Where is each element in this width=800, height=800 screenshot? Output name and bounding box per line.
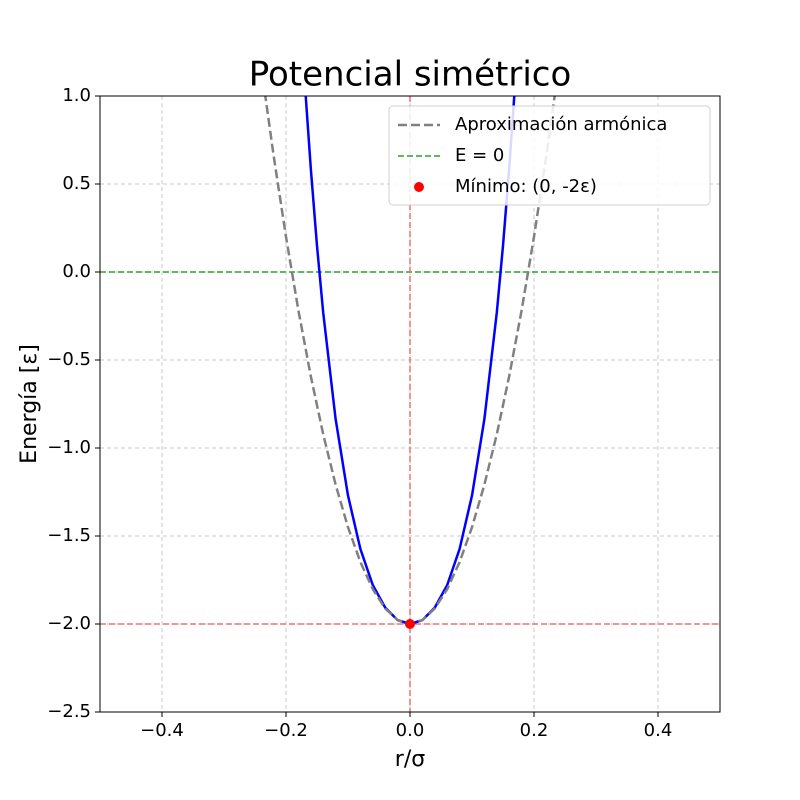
y-tick-label: 0.0 [62,261,91,282]
legend-label: Mínimo: (0, -2ε) [455,176,597,197]
legend: Aproximación armónica E = 0 Mínimo: (0, -2… [388,105,711,206]
y-tick-label: −2.5 [47,701,91,722]
x-axis-label: r/σ [395,747,425,772]
y-tick-label: −0.5 [47,349,91,370]
legend-box [388,105,711,206]
x-tick-label: 0.4 [644,720,673,741]
legend-label: Aproximación armónica [455,114,667,135]
minimum-point [405,619,415,629]
x-tick-label: 0.0 [396,720,425,741]
y-tick-label: −1.0 [47,437,91,458]
x-tick-label: −0.4 [140,720,184,741]
x-tick-label: −0.2 [264,720,308,741]
legend-swatch [414,182,424,192]
y-axis-label: Energía [ε] [17,344,42,464]
ticks: −0.4 −0.2 0.0 0.2 0.4 −2.5 −2.0 −1.5 −1.0 −0.5 0.0… [47,85,672,741]
chart-title: Potencial simétrico [249,55,572,95]
y-tick-label: 1.0 [62,85,91,106]
y-tick-label: −1.5 [47,525,91,546]
x-tick-label: 0.2 [520,720,549,741]
y-tick-label: −2.0 [47,613,91,634]
legend-label: E = 0 [455,145,504,166]
y-tick-label: 0.5 [62,173,91,194]
